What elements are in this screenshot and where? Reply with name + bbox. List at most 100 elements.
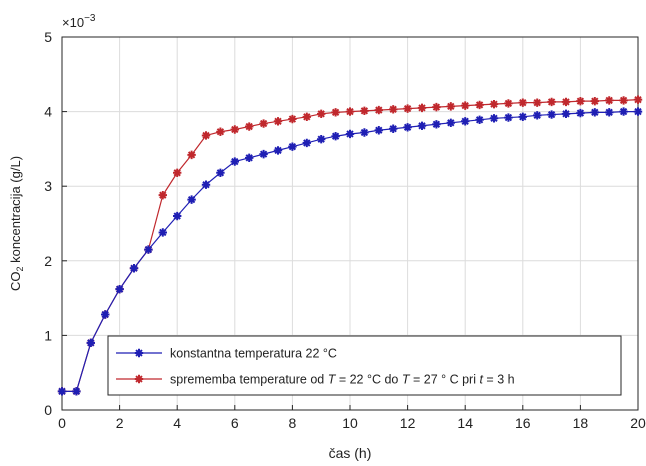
series-1-point [345,107,355,116]
x-tick-label: 4 [173,415,181,431]
legend-label-change: sprememba temperature od T = 22 °C do T … [170,373,515,387]
x-tick-label: 0 [58,415,66,431]
y-tick-label: 2 [44,253,52,269]
y-tick-label: 3 [44,178,52,194]
series-1-point [403,104,412,113]
y-axis-ticks: 0 1 2 3 4 5 [44,29,67,418]
series-1-point [561,97,571,107]
x-tick-label: 8 [289,415,297,431]
series-1-point [475,100,484,110]
series-1-point [331,108,340,117]
series-0-point [374,126,383,135]
x-tick-label: 18 [573,415,589,431]
series-1-point [633,95,643,104]
series-1-point [619,96,628,105]
series-0-point [288,142,297,151]
series-0-point [389,124,398,133]
legend-entry-constant-temperature: konstantna temperatura 22 °C [116,347,337,361]
x-axis-ticks: 0 2 4 6 8 10 12 14 16 18 20 [58,405,646,431]
series-1-point [489,99,499,109]
series-0-point [403,123,412,132]
series-0-point [230,157,239,166]
series-0-point [331,132,340,141]
series-1-point [273,117,283,126]
series-1-point [576,96,585,106]
series-1-point [259,119,268,128]
series-0-point [72,387,81,396]
series-1-point [446,102,455,111]
series-layer [57,95,643,396]
series-1-point [158,190,167,200]
x-tick-label: 10 [342,415,358,431]
series-0-point [547,110,556,119]
series-0-point [619,107,628,116]
series-1-point [374,105,383,115]
series-0-point [561,109,571,119]
x-tick-label: 16 [515,415,531,431]
series-1-point [605,96,614,105]
series-0-point [245,153,254,163]
series-0-point [144,245,153,254]
series-0-point [173,211,182,221]
series-0-point [273,146,283,155]
series-1-point [360,106,369,116]
series-0-point [446,118,455,127]
series-1-point [504,99,513,108]
series-0-point [101,310,110,319]
series-1-point [173,168,182,177]
x-tick-label: 6 [231,415,239,431]
y-tick-label: 1 [44,327,52,343]
y-tick-label: 5 [44,29,52,45]
series-0-point [489,114,499,123]
series-0-point [317,135,326,144]
series-0-point [129,264,139,273]
series-0 [57,107,643,396]
series-1-point [432,102,441,112]
series-0-point [216,168,225,177]
legend-entry-temperature-change: sprememba temperature od T = 22 °C do T … [116,373,515,387]
series-0-point [201,180,211,189]
series-0-point [504,113,513,122]
x-tick-label: 20 [630,415,646,431]
series-0-point [590,108,599,117]
series-1-point [201,131,211,140]
series-1-point [417,103,427,113]
series-0-point [187,195,196,204]
series-0-point [302,138,311,148]
series-1-point [461,101,470,110]
series-1-point [533,98,542,107]
series-1-point [518,98,527,107]
x-tick-label: 14 [457,415,473,431]
series-1-point [302,112,311,122]
series-1-point [216,127,225,136]
series-0-point [576,108,585,118]
series-0-point [417,121,427,130]
x-axis-label: čas (h) [329,445,372,461]
series-0-point [86,338,95,348]
legend-label-constant: konstantna temperatura 22 °C [170,347,337,361]
series-0-point [461,117,470,126]
series-1-point [317,109,326,119]
legend-box [107,335,622,396]
x-tick-label: 12 [400,415,416,431]
series-0-point [475,115,484,125]
series-1-point [389,105,398,114]
y-tick-label: 0 [44,402,52,418]
series-0-point [158,228,167,237]
series-0-point [259,149,268,159]
legend-marker-0 [134,348,144,358]
series-1-point [547,97,556,107]
series-0-point [432,120,441,129]
series-0-point [533,111,542,120]
series-0-point [57,387,67,396]
y-tick-label: 4 [44,104,52,120]
series-0-point [605,108,614,117]
legend: konstantna temperatura 22 °C sprememba t… [107,335,622,396]
series-0-point [115,284,124,294]
x-tick-label: 2 [116,415,124,431]
series-0-point [518,112,527,122]
y-axis-label: CO2 koncentracija (g/L) [8,156,25,291]
series-0-point [633,107,643,116]
legend-marker-1 [134,374,144,384]
